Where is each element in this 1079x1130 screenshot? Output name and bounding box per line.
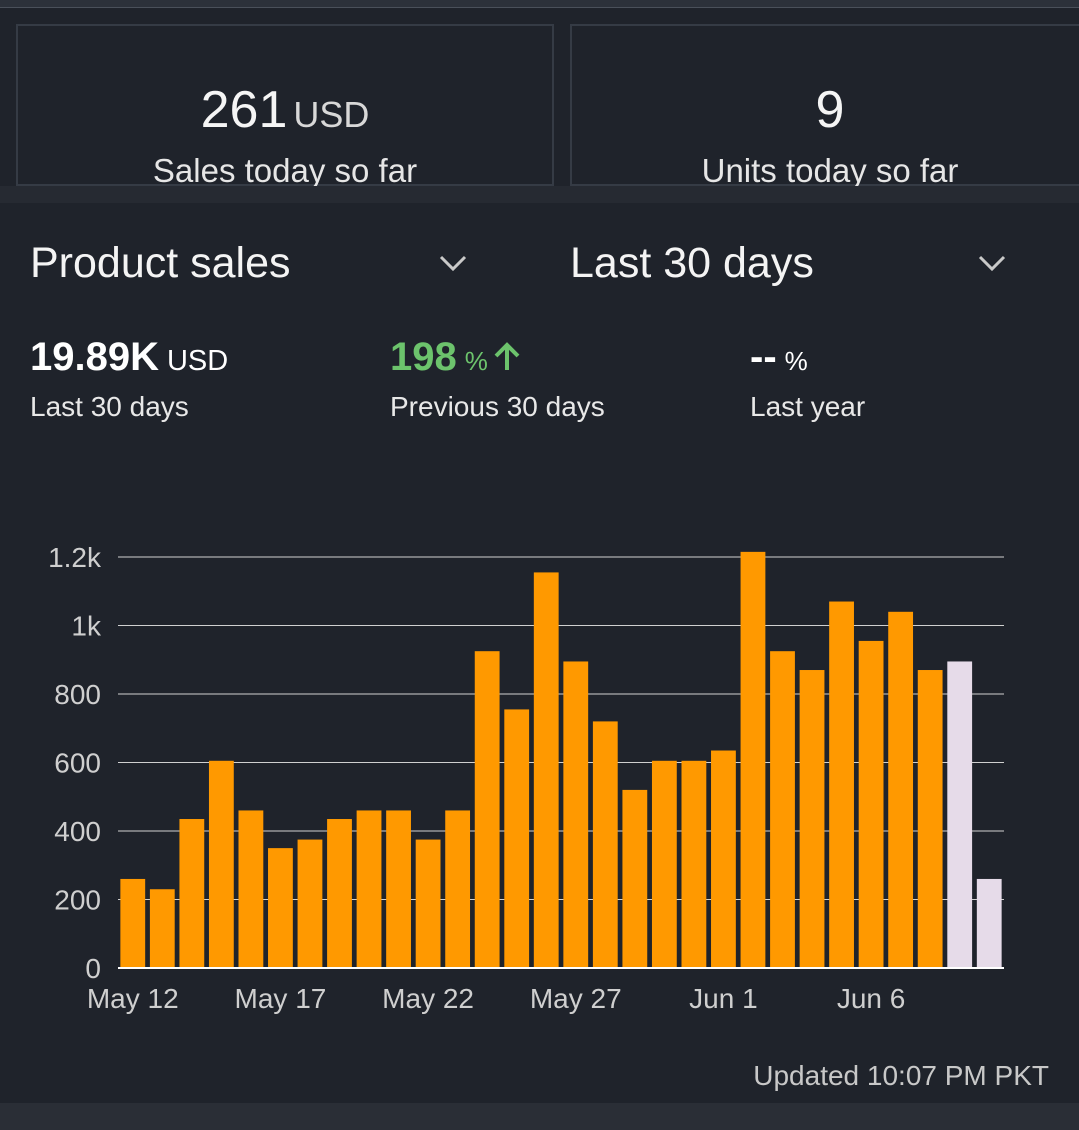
x-tick-label: May 22 (382, 983, 474, 1014)
stat-prev-30-value: 198% (390, 335, 522, 380)
y-tick-label: 600 (54, 748, 101, 779)
x-tick-label: May 12 (87, 983, 179, 1014)
x-tick-label: May 27 (530, 983, 622, 1014)
sales-today-card[interactable]: 261 USD Sales today so far (16, 24, 554, 189)
bar (740, 551, 766, 968)
bar (238, 810, 264, 968)
range-dropdown[interactable]: Last 30 days (570, 239, 814, 288)
x-tick-label: Jun 1 (689, 983, 758, 1014)
y-tick-label: 400 (54, 816, 101, 847)
x-tick-label: May 17 (235, 983, 327, 1014)
metric-dropdown[interactable]: Product sales (30, 239, 291, 288)
bar (829, 601, 854, 968)
bar (858, 640, 884, 968)
bar (327, 819, 352, 968)
y-tick-label: 800 (54, 679, 101, 710)
bar (770, 651, 795, 968)
y-tick-label: 200 (54, 885, 101, 916)
y-tick-label: 1k (71, 611, 102, 642)
bar (651, 760, 677, 968)
range-label: Last 30 days (570, 239, 814, 287)
section-separator (0, 186, 1079, 203)
chevron-down-icon[interactable] (438, 253, 468, 273)
bar (445, 810, 471, 968)
sales-bar-chart: 0 200 400 600 800 1k 1.2k May 12 May 17 May 22 May… (48, 542, 1004, 1014)
y-tick-label: 1.2k (48, 542, 102, 573)
bar (474, 651, 500, 968)
stat-last-30-unit: USD (166, 345, 229, 377)
updated-timestamp: Updated 10:07 PM PKT (753, 1060, 1049, 1091)
bar (681, 760, 707, 968)
bar (504, 709, 530, 968)
stat-last-year-value: --% (750, 335, 808, 379)
bar (415, 839, 441, 968)
stat-last-30-value: 19.89K USD (30, 335, 229, 379)
top-divider (0, 0, 1079, 8)
stat-prev-30-unit: % (464, 346, 488, 376)
bar (799, 670, 825, 968)
chevron-down-icon[interactable] (977, 253, 1007, 273)
bar (711, 750, 736, 968)
units-today-card[interactable]: 9 Units today so far (570, 24, 1079, 189)
bar (917, 670, 943, 968)
bar (563, 661, 589, 968)
sales-today-label: Sales today so far (152, 152, 418, 189)
units-today-value: 9 (815, 81, 845, 139)
up-arrow-icon (494, 342, 520, 370)
bar (947, 661, 973, 968)
stat-last-year-unit: % (784, 346, 808, 376)
bar (149, 889, 175, 968)
bar (976, 878, 1002, 968)
stat-last-30-label: Last 30 days (30, 391, 189, 422)
bar (268, 848, 293, 968)
bar (386, 810, 411, 968)
bar (179, 819, 205, 968)
sales-today-unit: USD (293, 94, 370, 135)
stat-prev-30-label: Previous 30 days (390, 391, 605, 422)
bar (622, 789, 648, 968)
bar (208, 760, 234, 968)
bottom-strip (0, 1103, 1079, 1130)
bar (356, 810, 382, 968)
y-tick-label: 0 (85, 953, 101, 984)
bar (120, 878, 146, 968)
bar (592, 721, 618, 968)
sales-today-value: 261 USD (200, 81, 370, 139)
metric-label: Product sales (30, 239, 291, 287)
bar (533, 572, 559, 968)
x-tick-label: Jun 6 (837, 983, 906, 1014)
stat-last-year-label: Last year (750, 391, 866, 422)
units-today-label: Units today so far (701, 152, 959, 189)
bar (888, 611, 914, 968)
bar (297, 839, 323, 968)
